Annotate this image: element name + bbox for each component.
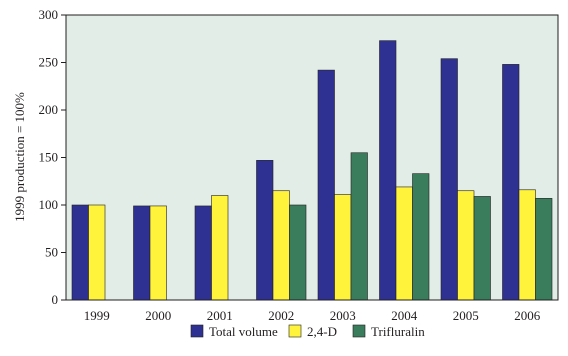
bar (133, 205, 151, 301)
bar (518, 189, 536, 301)
bar (317, 69, 335, 301)
bar (256, 160, 274, 301)
legend: Total volume 2,4-D Trifluralin (190, 324, 425, 339)
y-axis-label: 1999 production = 100% (12, 92, 27, 222)
x-tick-label: 2003 (330, 308, 356, 323)
bar (457, 190, 475, 301)
x-tick-label: 2004 (391, 308, 418, 323)
bar (211, 195, 229, 301)
y-tick-label: 0 (52, 292, 59, 307)
bar (379, 40, 397, 301)
x-tick-label: 2002 (268, 308, 294, 323)
y-tick-label: 300 (39, 7, 59, 22)
x-tick-label: 1999 (84, 308, 110, 323)
bar (350, 152, 368, 301)
x-tick-label: 2000 (145, 308, 171, 323)
bar (440, 58, 458, 301)
y-tick-label: 100 (39, 197, 59, 212)
legend-label: 2,4-D (307, 324, 337, 339)
bar (473, 196, 491, 301)
legend-label: Total volume (209, 324, 278, 339)
bar (289, 204, 307, 301)
x-tick-label: 2001 (207, 308, 233, 323)
bar (71, 204, 89, 301)
legend-swatch (352, 324, 366, 338)
bar (194, 205, 212, 301)
bar (334, 194, 352, 301)
y-tick-label: 250 (39, 55, 59, 70)
bar (149, 205, 167, 301)
bar (395, 186, 413, 301)
legend-swatch (190, 324, 204, 338)
y-tick-label: 200 (39, 102, 59, 117)
x-tick-label: 2005 (453, 308, 479, 323)
legend-swatch (288, 324, 302, 338)
y-axis: 0 50 100 150 200 250 300 (39, 7, 66, 307)
legend-label: Trifluralin (371, 324, 425, 339)
bar (535, 198, 553, 301)
bars (71, 40, 553, 301)
y-tick-label: 150 (39, 150, 59, 165)
bar (502, 64, 520, 301)
bar (88, 204, 106, 301)
x-tick-label: 2006 (514, 308, 541, 323)
x-axis: 1999 2000 2001 2002 2003 2004 2005 2006 (66, 299, 558, 323)
bar (412, 173, 430, 301)
y-tick-label: 50 (45, 245, 58, 260)
bar (272, 190, 290, 301)
